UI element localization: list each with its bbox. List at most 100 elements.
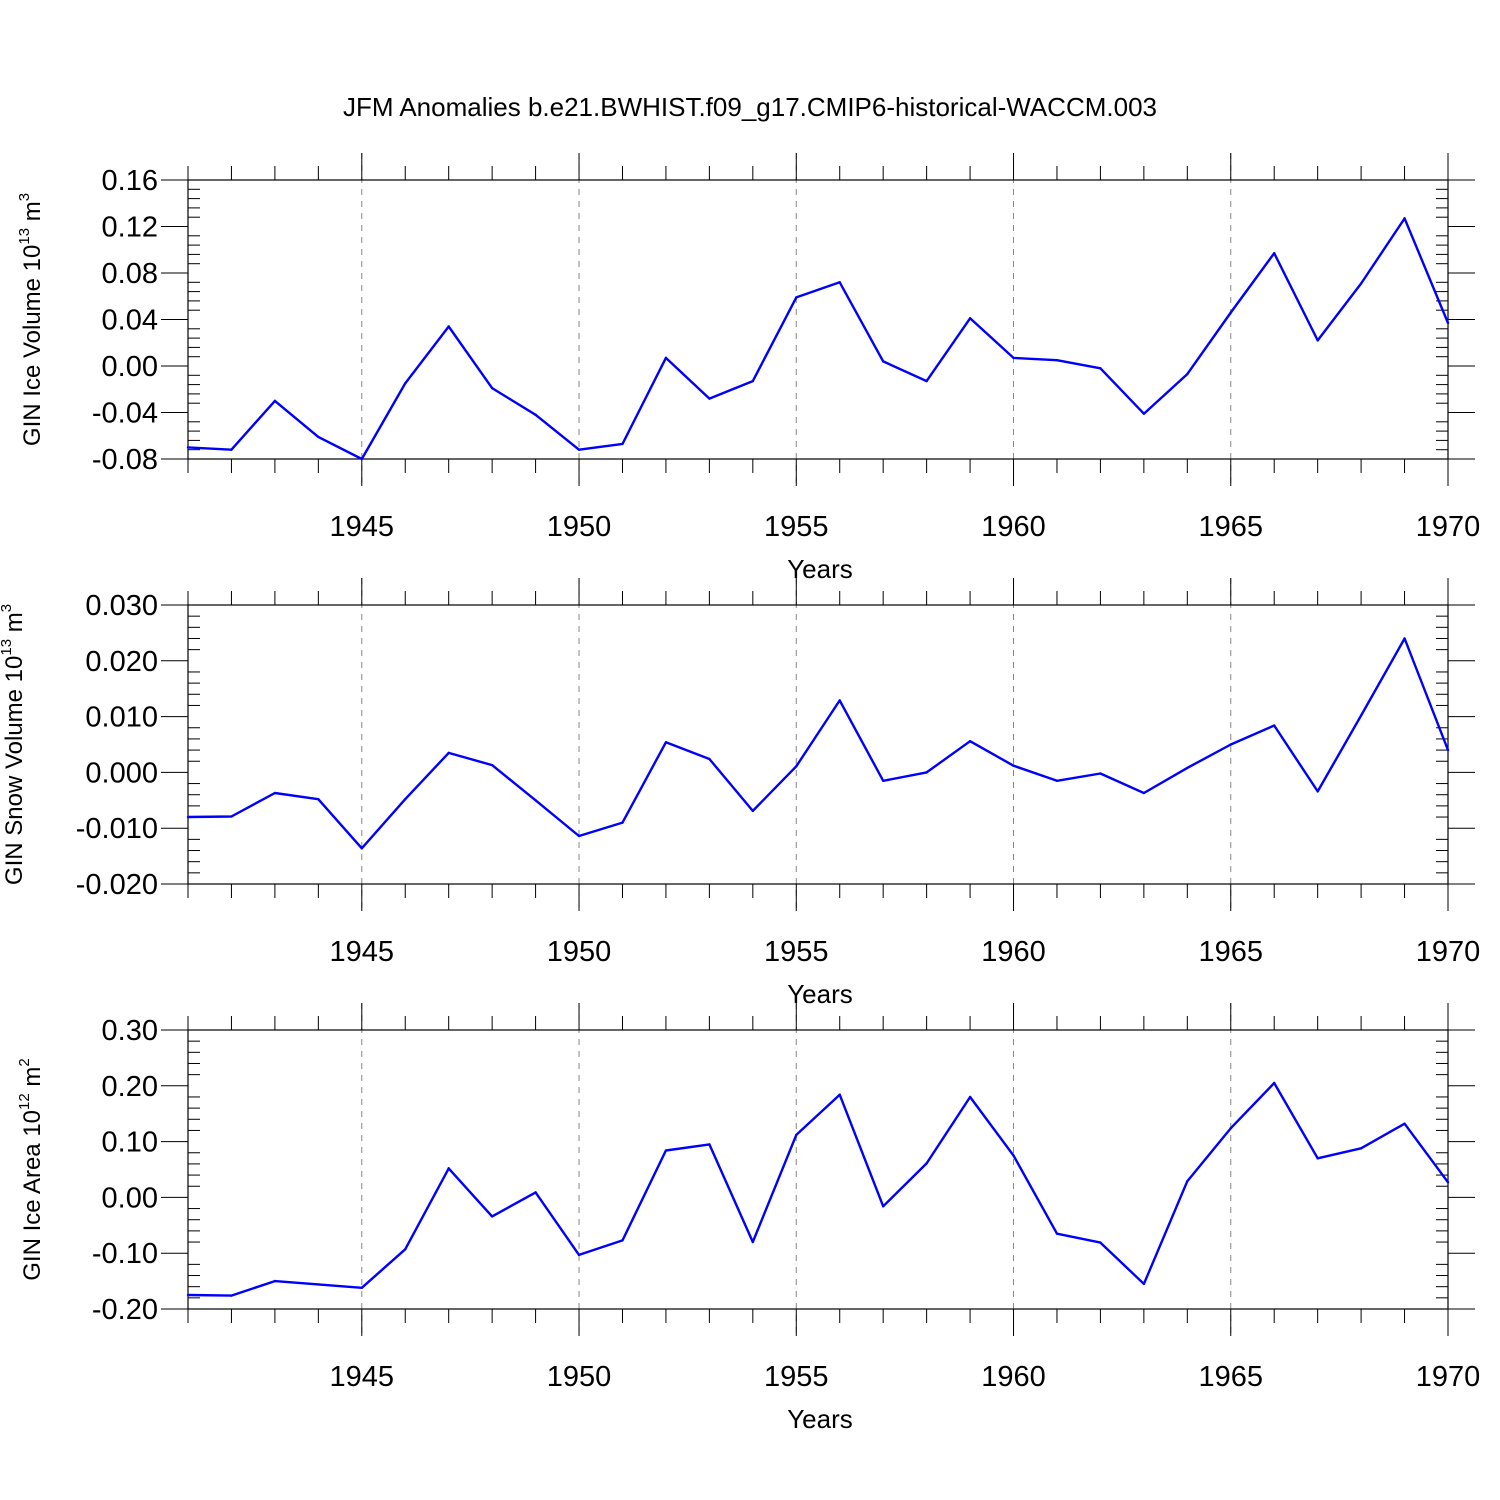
data-point-1947 [447,325,450,328]
data-point-1966 [1273,252,1276,255]
data-point-1946 [404,797,407,801]
x-tick-label: 1955 [764,1361,829,1393]
series-line-1 [187,217,1450,461]
data-point-1953 [708,397,711,400]
y-axis-label: GIN Ice Area 1012 m2 [16,1058,46,1280]
y-tick-label: -0.010 [76,813,158,845]
data-point-1958 [925,771,928,774]
data-point-1941 [186,446,190,449]
data-point-1955 [795,1133,798,1137]
data-point-1951 [621,442,624,446]
data-point-1941 [186,815,190,819]
data-point-1942 [230,1294,233,1297]
data-point-1955 [795,296,798,299]
data-point-1968 [1359,282,1363,285]
x-tick-label: 1945 [330,1361,395,1393]
series-line-1 [187,1081,1449,1297]
data-point-1957 [881,779,885,782]
data-point-1965 [1229,1127,1232,1130]
data-point-1950 [577,1253,581,1257]
x-tick-label: 1945 [330,511,395,543]
data-point-1953 [708,757,711,761]
x-tick-label: 1965 [1199,1361,1264,1393]
data-point-1951 [621,821,624,824]
data-point-1966 [1273,1081,1276,1085]
data-point-1948 [490,1215,494,1218]
x-axis-label: Years [787,979,853,1009]
data-point-1964 [1186,372,1189,376]
y-tick-label: -0.020 [76,869,158,901]
data-point-1954 [751,1240,755,1244]
data-point-1968 [1359,1147,1363,1150]
data-point-1951 [621,1239,624,1242]
y-axis-label: GIN Ice Volume 1013 m3 [16,193,46,446]
x-tick-label: 1960 [981,936,1046,968]
y-tick-label: 0.00 [102,351,158,383]
series-line-1 [187,637,1450,850]
data-point-1956 [838,1093,841,1096]
y-tick-label: -0.08 [92,444,158,476]
data-point-1952 [664,1149,668,1152]
y-tick-label: 0.30 [102,1015,158,1047]
y-tick-label: 0.20 [102,1071,158,1103]
figure-title: JFM Anomalies b.e21.BWHIST.f09_g17.CMIP6… [343,92,1157,122]
x-axis-label: Years [787,1404,853,1434]
data-point-1954 [751,809,755,813]
data-point-1949 [534,799,537,802]
data-point-1960 [1012,764,1015,767]
data-point-1948 [490,763,494,767]
x-tick-label: 1955 [764,511,829,543]
x-tick-label: 1970 [1416,511,1481,543]
y-tick-label: 0.030 [85,590,158,622]
x-tick-label: 1970 [1416,1361,1481,1393]
y-tick-label: 0.10 [102,1127,158,1159]
data-point-1942 [230,448,233,451]
data-point-1946 [404,382,407,385]
data-point-1945 [360,847,363,850]
data-point-1964 [1186,1180,1189,1183]
data-point-1970 [1446,321,1450,325]
data-point-1968 [1359,714,1363,717]
data-point-1948 [490,386,494,390]
data-point-1962 [1099,1241,1102,1244]
data-point-1958 [925,379,928,383]
data-point-1950 [577,448,581,451]
data-point-1954 [751,379,755,383]
plot-frame [187,179,1449,460]
y-tick-label: 0.04 [102,305,158,337]
data-point-1949 [534,413,537,417]
y-tick-label: -0.04 [92,398,158,430]
data-point-1942 [230,815,233,818]
data-point-1943 [273,399,277,403]
data-point-1943 [273,791,277,795]
data-point-1947 [447,1167,450,1170]
data-point-1964 [1186,766,1189,770]
x-tick-label: 1950 [547,1361,612,1393]
data-point-1945 [360,1286,363,1289]
data-point-1965 [1229,743,1232,746]
data-point-1944 [317,1283,320,1286]
y-tick-label: -0.20 [92,1294,158,1326]
data-point-1957 [881,1205,885,1208]
data-point-1969 [1403,637,1406,640]
data-point-1969 [1403,1122,1406,1125]
data-point-1944 [317,435,320,439]
data-point-1959 [968,739,972,743]
x-tick-label: 1955 [764,936,829,968]
x-tick-label: 1960 [981,511,1046,543]
y-tick-label: -0.10 [92,1238,158,1270]
data-point-1967 [1316,790,1319,793]
data-point-1967 [1316,1157,1319,1160]
x-tick-label: 1950 [547,511,612,543]
y-tick-label: 0.010 [85,702,158,734]
x-tick-label: 1945 [330,936,395,968]
x-tick-label: 1950 [547,936,612,968]
data-point-1960 [1012,1154,1015,1157]
data-point-1945 [360,457,363,461]
data-point-1963 [1142,412,1146,415]
panels: -0.08 -0.04 0.00 0.04 0.08 0.12 0.16 1945 1950 19… [0,153,1480,1434]
data-point-1952 [664,356,668,360]
y-tick-label: 0.12 [102,212,158,244]
panel-1: -0.08 -0.04 0.00 0.04 0.08 0.12 0.16 1945 1950 19… [16,153,1480,584]
